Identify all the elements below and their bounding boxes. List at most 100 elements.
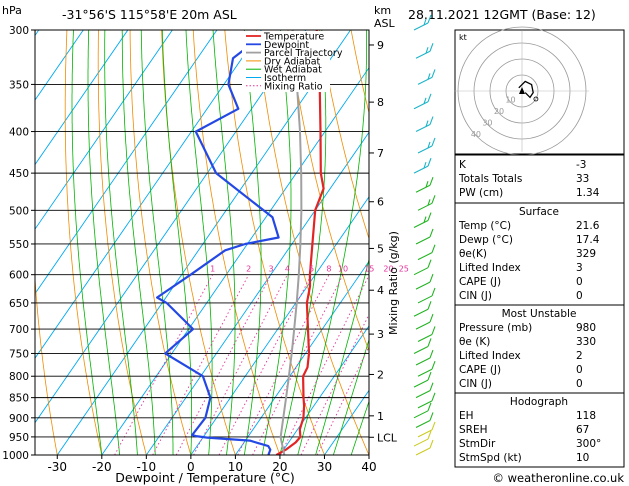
height-tick-label: 4 xyxy=(377,284,384,297)
wind-barb-feather xyxy=(427,430,432,440)
totals-value: 33 xyxy=(576,173,589,185)
wind-barb-feather xyxy=(423,97,427,104)
wind-barb-shaft xyxy=(413,345,429,354)
k-value: -3 xyxy=(576,159,586,171)
isotherm-line xyxy=(145,131,369,455)
pressure-tick-label: 600 xyxy=(9,270,29,282)
wind-barb-feather xyxy=(431,361,436,370)
wind-barb-feather xyxy=(427,157,432,167)
wind-barb-shaft xyxy=(415,281,431,290)
hodograph-row-value: 67 xyxy=(576,424,589,436)
most-unstable-row-value: 0 xyxy=(576,364,583,376)
isotherm-line xyxy=(235,260,369,455)
pressure-tick-label: 450 xyxy=(9,168,29,180)
wind-barb-shaft xyxy=(415,184,431,193)
pressure-tick-label: 1000 xyxy=(2,450,29,462)
temperature-tick-label: 30 xyxy=(317,460,332,474)
legend-entry: Temperature xyxy=(263,32,324,43)
most-unstable-row-label: Lifted Index xyxy=(459,350,521,362)
pressure-tick-label: 950 xyxy=(9,432,29,444)
hodograph-row-value: 118 xyxy=(576,410,596,422)
pressure-tick-label: 500 xyxy=(9,205,29,217)
hodograph-ring-label: 20 xyxy=(494,107,504,116)
temperature-tick-label: 20 xyxy=(272,460,287,474)
km-label: km xyxy=(374,4,391,17)
isotherm-line xyxy=(35,30,218,295)
surface-row-label: θe(K) xyxy=(459,248,487,260)
surface-row-label: Dewp (°C) xyxy=(459,234,513,246)
isotherm-line xyxy=(56,30,351,455)
pressure-tick-label: 800 xyxy=(9,371,29,383)
wet-adiabat-line xyxy=(333,338,369,455)
wind-barb-feather xyxy=(427,371,432,381)
wind-barb-feather xyxy=(431,392,436,402)
most-unstable-row-value: 330 xyxy=(576,336,596,348)
temperature-line xyxy=(275,30,325,455)
mixing-ratio-tick-label: 2 xyxy=(246,265,251,274)
wind-barb-feather xyxy=(423,216,427,223)
wind-barb-feather xyxy=(431,326,436,335)
wind-barb-feather xyxy=(425,47,429,54)
height-tick-label: 7 xyxy=(377,147,384,160)
mixing-ratio-line xyxy=(237,274,330,455)
wind-barb-shaft xyxy=(413,165,429,174)
height-tick-label: 3 xyxy=(377,328,384,341)
most-unstable-row-value: 980 xyxy=(576,322,596,334)
wind-barb-shaft xyxy=(415,124,431,133)
wind-barb-shaft xyxy=(415,50,431,59)
hodograph-ring-label: 40 xyxy=(471,130,481,139)
wind-barb-shaft xyxy=(415,321,431,330)
wet-adiabat-line xyxy=(350,400,369,455)
wet-adiabat-line xyxy=(121,30,156,455)
mixing-ratio-tick-label: 10 xyxy=(338,265,348,274)
hodograph-rows: EH 118 SREH 67 StmDir 300° StmSpd (kt) 10 xyxy=(459,410,601,464)
dry-adiabat-line xyxy=(255,30,369,455)
wind-barb-feather xyxy=(429,116,434,125)
wind-barb-shaft xyxy=(413,438,429,447)
wind-barb-shaft xyxy=(413,220,429,229)
mixing-ratio-axis-label: Mixing Ratio (g/kg) xyxy=(387,231,400,335)
wind-barb-shaft xyxy=(417,252,433,261)
hodograph-row-label: StmSpd (kt) xyxy=(459,452,522,464)
wind-barb-shaft xyxy=(417,202,433,211)
wind-barb-feather xyxy=(427,212,432,221)
isotherm-line xyxy=(35,30,129,166)
height-tick-label: 8 xyxy=(377,96,384,109)
surface-row-value: 3 xyxy=(576,262,583,274)
wind-barb-feather xyxy=(429,412,434,421)
dry-adiabat-line xyxy=(224,30,325,455)
mixing-ratio-labels: 1 2 3 4 6 8 10 15 20 25 xyxy=(210,265,409,274)
wind-barb-shaft xyxy=(417,400,433,409)
surface-row-value: 0 xyxy=(576,276,583,288)
temperature-tick-label: -20 xyxy=(92,460,112,474)
height-tick-label: 9 xyxy=(377,39,384,52)
wind-barb-feather xyxy=(423,161,427,169)
wet-adiabat-line xyxy=(161,30,192,455)
surface-row-value: 17.4 xyxy=(576,234,600,246)
wind-barb-shaft xyxy=(415,390,431,399)
dry-adiabat-line xyxy=(129,30,192,455)
dry-adiabat-line xyxy=(319,30,369,240)
wind-barb-shaft xyxy=(413,308,429,317)
wet-adiabat-line xyxy=(104,30,138,455)
k-label: K xyxy=(459,159,467,171)
temperature-axis: -30 -20 -10 0 10 20 30 40 xyxy=(47,455,377,474)
x-axis-label: Dewpoint / Temperature (°C) xyxy=(115,470,294,485)
indices-table: K -3 Totals Totals 33 PW (cm) 1.34 Surfa… xyxy=(454,154,625,468)
height-tick-label: 5 xyxy=(377,242,384,255)
wind-barb-feather xyxy=(429,313,434,323)
wind-barb-feather xyxy=(429,228,434,238)
pressure-tick-label: 400 xyxy=(9,127,29,139)
hodograph-row-value: 300° xyxy=(576,438,601,450)
wind-barb-shaft xyxy=(417,145,433,154)
isotherm-line xyxy=(35,30,262,359)
table-block-most-unstable xyxy=(454,304,625,394)
wind-barb-shaft xyxy=(415,236,431,245)
pressure-tick-label: 550 xyxy=(9,239,29,251)
wind-barb-shaft xyxy=(417,333,433,342)
hodograph-row-label: SREH xyxy=(459,424,488,436)
dry-adiabat-line xyxy=(161,30,236,455)
wind-barb-shaft xyxy=(413,267,429,276)
wind-barb-shaft xyxy=(417,76,433,85)
